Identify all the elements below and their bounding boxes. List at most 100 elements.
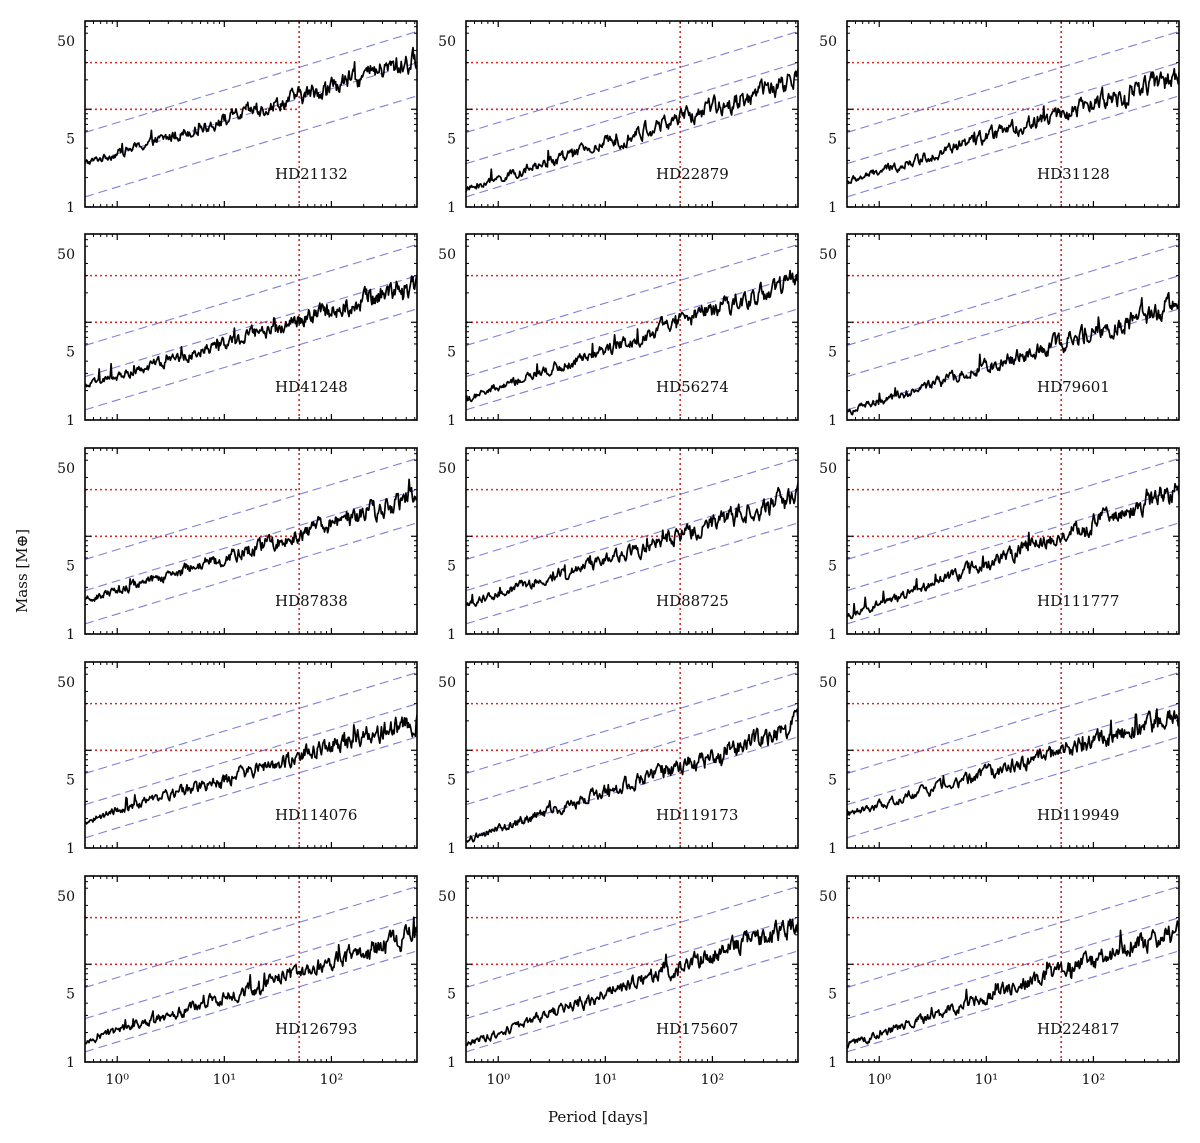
panel-hd111777: 1 5 50 HD111777 <box>819 447 1180 643</box>
detection-limit-curve <box>466 918 798 1047</box>
reference-line-2 <box>847 62 1179 165</box>
panel-star-label: HD88725 <box>656 592 729 610</box>
reference-line-3 <box>85 457 417 560</box>
y-tick-label: 1 <box>447 413 456 429</box>
detection-limit-curve <box>466 708 798 843</box>
reference-line-1 <box>847 950 1179 1053</box>
plot-area <box>85 234 417 420</box>
plot-area <box>85 448 417 634</box>
y-tick-label: 1 <box>447 627 456 643</box>
reference-line-2 <box>466 703 798 806</box>
reference-line-2 <box>85 703 417 806</box>
y-tick-label: 5 <box>447 559 456 575</box>
x-tick-label: 10² <box>320 1072 343 1088</box>
panel-star-label: HD126793 <box>275 1020 357 1038</box>
detection-limit-curve <box>85 274 417 388</box>
panel-grid: 1 5 50 HD21132 1 5 50 HD22879 1 5 50 HD31128 1 5 50 HD4… <box>57 20 1180 1088</box>
panel-star-label: HD79601 <box>1037 378 1110 396</box>
y-axis-title: Mass [M⊕] <box>13 529 31 613</box>
detection-limit-curve <box>466 269 798 403</box>
y-tick-label: 50 <box>57 247 75 263</box>
y-tick-label: 50 <box>819 34 837 50</box>
plot-area <box>847 662 1179 848</box>
y-tick-label: 1 <box>66 841 75 857</box>
y-tick-label: 50 <box>438 461 456 477</box>
reference-line-2 <box>85 489 417 592</box>
panel-hd79601: 1 5 50 HD79601 <box>819 233 1180 429</box>
plot-area <box>847 21 1179 207</box>
y-tick-label: 50 <box>438 34 456 50</box>
panel-frame <box>846 661 1180 849</box>
reference-line-1 <box>85 308 417 411</box>
panel-hd114076: 1 5 50 HD114076 <box>57 661 418 857</box>
x-tick-label: 10¹ <box>975 1072 998 1088</box>
y-tick-label: 5 <box>447 345 456 361</box>
reference-line-2 <box>847 489 1179 592</box>
panel-frame <box>465 447 799 635</box>
panel-frame <box>465 661 799 849</box>
detection-limit-curve <box>847 920 1179 1049</box>
y-tick-label: 1 <box>828 1055 837 1071</box>
reference-line-1 <box>85 522 417 625</box>
reference-line-2 <box>847 917 1179 1020</box>
y-tick-label: 50 <box>57 889 75 905</box>
x-tick-label: 10¹ <box>213 1072 236 1088</box>
y-tick-label: 5 <box>828 987 837 1003</box>
x-axis-title: Period [days] <box>548 1108 648 1126</box>
panel-frame <box>465 233 799 421</box>
reference-line-2 <box>466 489 798 592</box>
detection-limit-curve <box>85 478 417 602</box>
reference-line-3 <box>466 671 798 774</box>
detection-limit-curve <box>466 482 798 607</box>
panel-frame <box>84 875 418 1063</box>
y-tick-label: 5 <box>828 345 837 361</box>
reference-line-1 <box>466 308 798 411</box>
y-tick-label: 5 <box>66 987 75 1003</box>
reference-line-2 <box>466 62 798 165</box>
panel-hd56274: 1 5 50 HD56274 <box>438 233 799 429</box>
y-tick-label: 50 <box>57 461 75 477</box>
panel-star-label: HD87838 <box>275 592 348 610</box>
y-tick-label: 5 <box>447 987 456 1003</box>
y-tick-label: 5 <box>66 773 75 789</box>
reference-line-1 <box>85 95 417 198</box>
panel-star-label: HD56274 <box>656 378 729 396</box>
reference-line-3 <box>85 671 417 774</box>
panel-star-label: HD22879 <box>656 165 729 183</box>
panel-hd224817: 1 5 50 10⁰ 10¹ 10² HD224817 <box>819 875 1180 1088</box>
reference-line-1 <box>85 950 417 1053</box>
plot-area <box>847 448 1179 634</box>
plot-area <box>85 662 417 848</box>
panel-star-label: HD111777 <box>1037 592 1119 610</box>
y-tick-label: 1 <box>66 1055 75 1071</box>
panel-star-label: HD31128 <box>1037 165 1110 183</box>
y-tick-label: 5 <box>828 773 837 789</box>
panel-hd41248: 1 5 50 HD41248 <box>57 233 418 429</box>
reference-line-1 <box>466 522 798 625</box>
panel-star-label: HD114076 <box>275 806 357 824</box>
reference-line-1 <box>85 736 417 839</box>
y-tick-label: 50 <box>819 461 837 477</box>
y-tick-label: 50 <box>57 34 75 50</box>
panel-hd22879: 1 5 50 HD22879 <box>438 20 799 216</box>
x-tick-label: 10⁰ <box>487 1072 511 1088</box>
reference-line-1 <box>847 522 1179 625</box>
y-tick-label: 1 <box>447 200 456 216</box>
detection-limit-curve <box>85 46 417 165</box>
y-tick-label: 50 <box>819 247 837 263</box>
y-tick-label: 1 <box>828 841 837 857</box>
y-tick-label: 5 <box>66 345 75 361</box>
plot-area <box>85 876 417 1062</box>
panel-frame <box>84 447 418 635</box>
panel-hd175607: 1 5 50 10⁰ 10¹ 10² HD175607 <box>438 875 799 1088</box>
y-tick-label: 50 <box>57 675 75 691</box>
panel-hd21132: 1 5 50 HD21132 <box>57 20 418 216</box>
panel-star-label: HD21132 <box>275 165 348 183</box>
panel-star-label: HD224817 <box>1037 1020 1119 1038</box>
detection-limit-curve <box>466 69 798 193</box>
y-tick-label: 50 <box>438 247 456 263</box>
reference-line-3 <box>847 885 1179 988</box>
panel-frame <box>84 20 418 208</box>
reference-line-3 <box>847 30 1179 133</box>
